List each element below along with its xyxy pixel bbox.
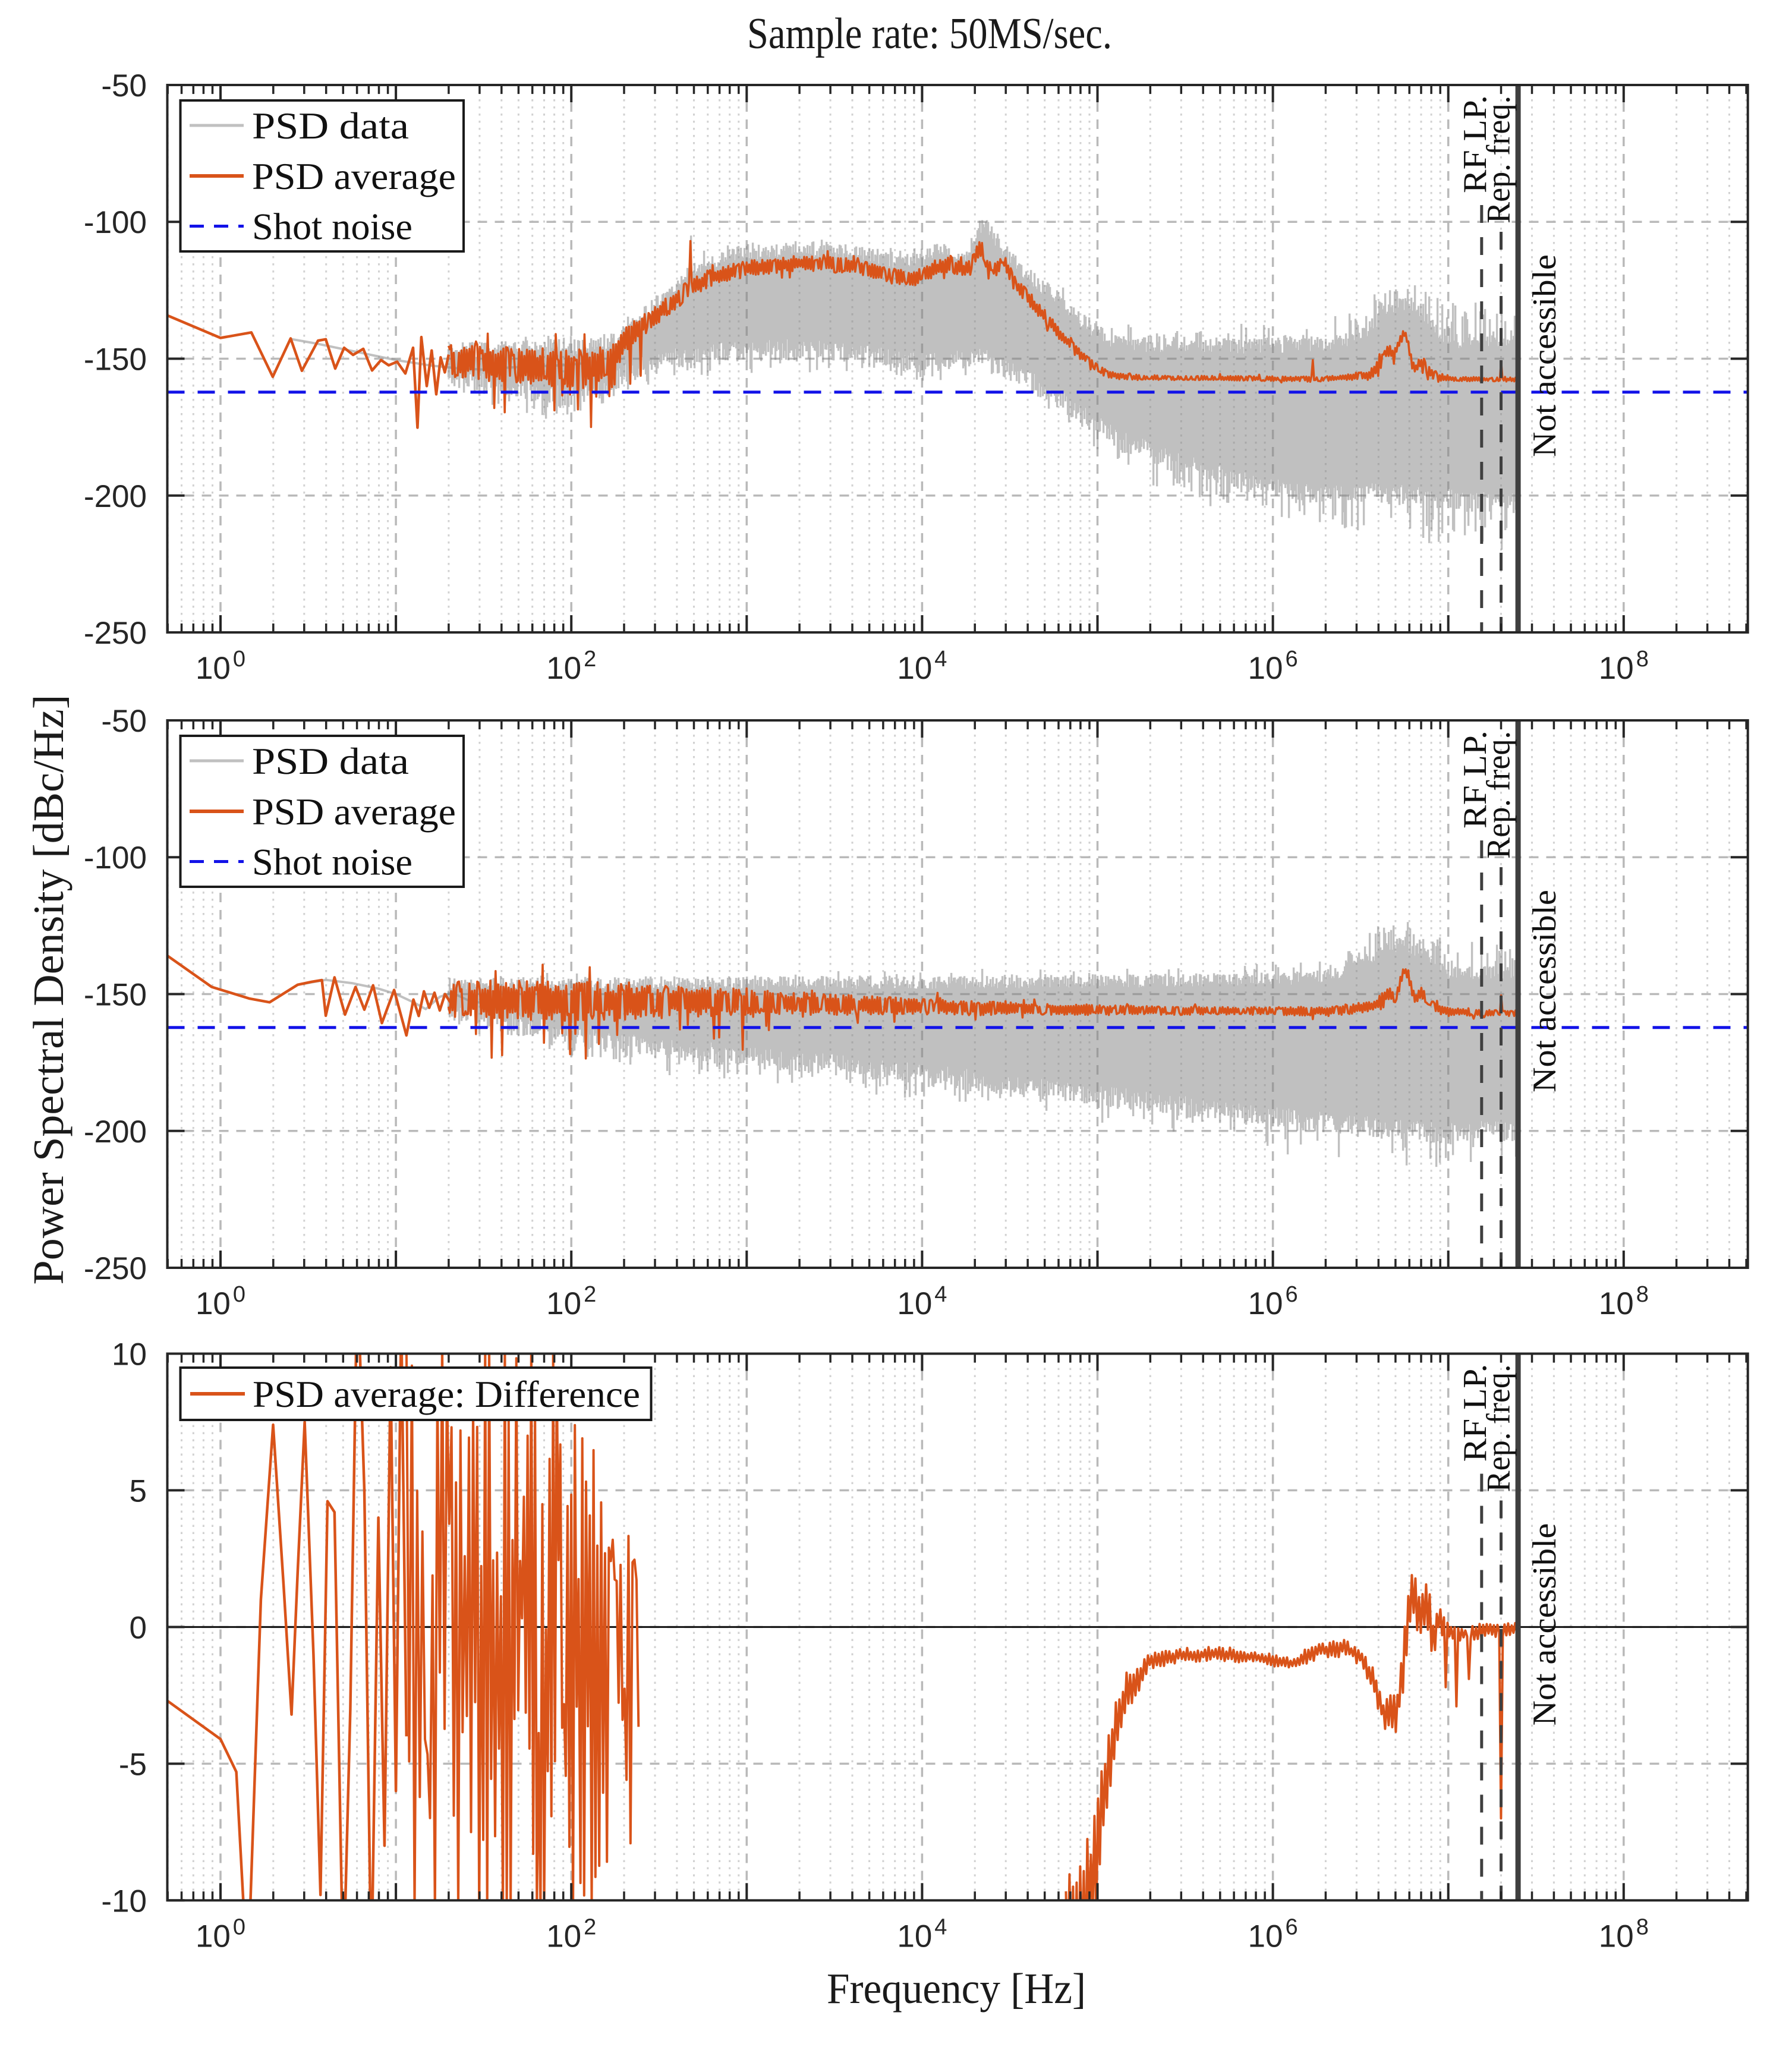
svg-text:PSD data: PSD data [252, 740, 409, 782]
svg-text:10: 10 [112, 1337, 147, 1372]
svg-text:Not accessible: Not accessible [1526, 254, 1563, 457]
svg-text:-150: -150 [84, 978, 147, 1013]
svg-text:Rep. freq.: Rep. freq. [1481, 1365, 1517, 1492]
svg-text:PSD data: PSD data [252, 105, 409, 147]
svg-text:-150: -150 [84, 342, 147, 377]
svg-text:-200: -200 [84, 479, 147, 514]
svg-text:Power Spectral Density [dBc/Hz: Power Spectral Density [dBc/Hz] [24, 695, 73, 1285]
svg-text:-100: -100 [84, 205, 147, 240]
svg-text:Rep. freq.: Rep. freq. [1481, 96, 1517, 223]
svg-text:RF LP.: RF LP. [1457, 730, 1494, 829]
svg-text:106: 10 6 [1248, 647, 1298, 686]
svg-text:Not accessible: Not accessible [1526, 1523, 1563, 1726]
svg-text:-100: -100 [84, 840, 147, 876]
svg-text:102: 10 2 [546, 647, 596, 686]
svg-text:Not accessible: Not accessible [1526, 890, 1563, 1092]
svg-text:102: 10 2 [546, 1914, 596, 1954]
svg-text:Shot noise: Shot noise [252, 841, 412, 883]
svg-text:-250: -250 [84, 616, 147, 651]
svg-text:-250: -250 [84, 1251, 147, 1286]
svg-text:PSD average: PSD average [252, 791, 456, 833]
svg-text:106: 10 6 [1248, 1914, 1298, 1954]
svg-text:-10: -10 [101, 1884, 147, 1919]
svg-text:5: 5 [130, 1473, 147, 1509]
svg-text:Sample rate: 50MS/sec.: Sample rate: 50MS/sec. [747, 10, 1112, 58]
svg-text:100: 10 0 [196, 647, 245, 686]
svg-text:-5: -5 [119, 1747, 147, 1782]
svg-text:0: 0 [130, 1610, 147, 1645]
svg-text:PSD average: Difference: PSD average: Difference [253, 1374, 640, 1415]
svg-text:-200: -200 [84, 1114, 147, 1150]
svg-text:Rep. freq.: Rep. freq. [1481, 731, 1517, 859]
svg-text:-50: -50 [101, 68, 147, 103]
svg-text:RF LP.: RF LP. [1457, 1364, 1494, 1462]
svg-text:PSD average: PSD average [252, 155, 456, 197]
svg-text:Shot noise: Shot noise [252, 206, 412, 248]
svg-text:-50: -50 [101, 704, 147, 739]
svg-text:RF LP.: RF LP. [1457, 95, 1494, 193]
svg-text:Frequency [Hz]: Frequency [Hz] [827, 1964, 1086, 2013]
svg-text:108: 10 8 [1599, 647, 1649, 686]
